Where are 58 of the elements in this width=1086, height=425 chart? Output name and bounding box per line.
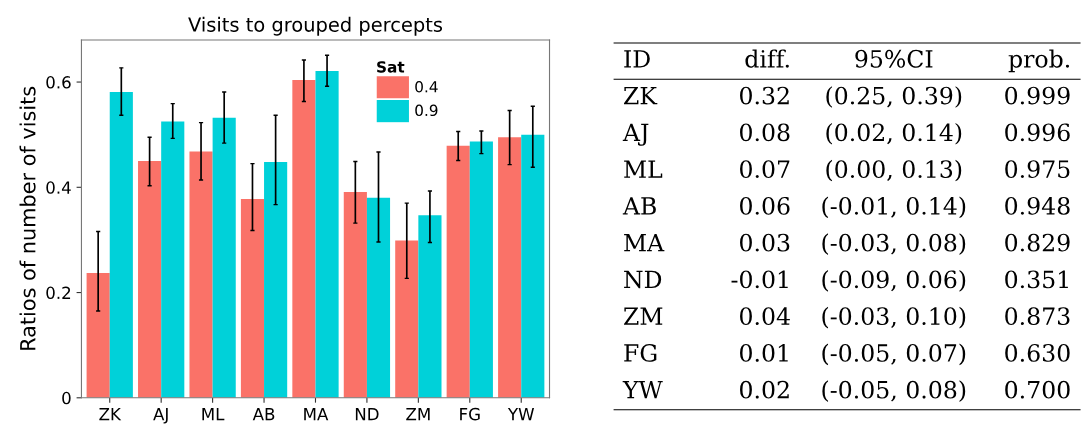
text: 0.630 bbox=[1005, 343, 1070, 362]
text: FG bbox=[624, 343, 657, 362]
text: 0.02 bbox=[740, 380, 789, 399]
y-axis-title: Ratios of number of visits bbox=[19, 86, 36, 350]
x-tick-label: ZM bbox=[406, 408, 430, 421]
text: 0.700 bbox=[1005, 380, 1070, 399]
text: 0.829 bbox=[1005, 233, 1070, 252]
text: 0.08 bbox=[740, 123, 790, 142]
legend-label: 0.9 bbox=[415, 104, 438, 117]
text: ZK bbox=[623, 86, 658, 105]
text: 0.999 bbox=[1005, 86, 1070, 105]
category-label: diff. bbox=[745, 49, 789, 68]
legend-title: Sat bbox=[377, 61, 405, 73]
x-tick-label: ML bbox=[202, 408, 225, 421]
x-tick-label: YW bbox=[507, 408, 535, 421]
text: (-0.09, 0.06) bbox=[822, 270, 966, 292]
category-label: ID bbox=[624, 50, 650, 68]
text: (-0.03, 0.10) bbox=[822, 306, 966, 329]
y-tick-label: 0.6 bbox=[46, 76, 71, 89]
category-label: prob. bbox=[1008, 49, 1070, 73]
category-label: 95%CI bbox=[855, 49, 933, 68]
chart-title: Visits to grouped percepts bbox=[188, 16, 443, 36]
x-tick-label: ND bbox=[355, 408, 379, 421]
text: -0.01 bbox=[731, 270, 788, 289]
x-tick-label: ZK bbox=[99, 408, 122, 421]
text: 0.975 bbox=[1005, 160, 1070, 179]
text: (-0.03, 0.08) bbox=[822, 233, 966, 255]
text: 0.32 bbox=[740, 86, 789, 105]
text: MA bbox=[624, 233, 665, 252]
text: 0.03 bbox=[740, 233, 790, 252]
text: ML bbox=[624, 160, 663, 178]
text: (0.02, 0.14) bbox=[826, 122, 962, 145]
text: ZM bbox=[623, 307, 663, 325]
text: 0.996 bbox=[1005, 123, 1070, 142]
x-tick-label: AB bbox=[252, 408, 275, 421]
y-tick-label: 0.4 bbox=[46, 181, 71, 194]
text: YW bbox=[622, 381, 663, 399]
text: 0.948 bbox=[1005, 196, 1070, 215]
y-tick-label: 0.2 bbox=[46, 286, 71, 300]
text: 0.351 bbox=[1005, 270, 1068, 289]
text: 0.07 bbox=[740, 160, 790, 179]
x-tick-label: MA bbox=[304, 408, 329, 421]
text: AJ bbox=[622, 123, 649, 146]
text: 0.01 bbox=[740, 343, 788, 362]
text: (-0.01, 0.14) bbox=[822, 196, 966, 219]
y-tick-label: 0 bbox=[62, 391, 71, 405]
legend-label: 0.4 bbox=[415, 80, 438, 93]
text: AB bbox=[622, 197, 656, 215]
x-tick-label: FG bbox=[460, 407, 480, 421]
x-tick-label: AJ bbox=[153, 408, 168, 424]
text: ND bbox=[624, 270, 662, 289]
text: (-0.05, 0.08) bbox=[822, 380, 966, 402]
text: 0.04 bbox=[740, 307, 790, 326]
text: 0.873 bbox=[1005, 307, 1070, 326]
text: (-0.05, 0.07) bbox=[822, 343, 966, 366]
text: 0.06 bbox=[740, 196, 790, 215]
text: (0.00, 0.13) bbox=[826, 159, 962, 182]
text: (0.25, 0.39) bbox=[826, 86, 962, 108]
